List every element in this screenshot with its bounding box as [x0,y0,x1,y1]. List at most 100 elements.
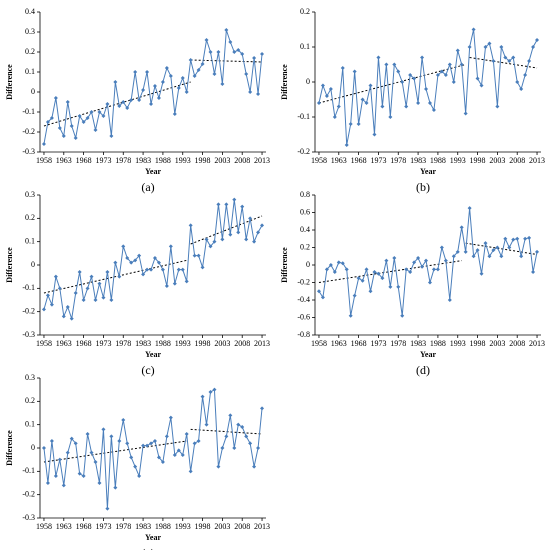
data-point [523,236,528,241]
trend-line [43,259,187,294]
panel: -0.3 -0.2 -0.1 0 0.1 0.2 0.3 1958 1963 1968 1973 19… [5,190,270,377]
data-point [61,314,66,319]
x-axis-title: Year [145,533,161,542]
y-tick-label: -0.3 [22,147,35,156]
y-tick-label: -0.2 [22,127,35,136]
y-tick-label: 0.2 [300,7,310,16]
data-point [212,72,217,76]
y-tick-label: -0.2 [22,489,35,498]
data-point [65,100,70,104]
x-tick-label: 1988 [155,339,171,348]
data-point [324,94,329,98]
data-point [152,256,157,260]
data-point [41,142,46,146]
data-point [396,69,401,74]
x-tick-label: 2003 [214,522,230,531]
y-tick-label: 0.1 [25,419,35,428]
x-tick-label: 2003 [214,156,230,165]
data-point [61,134,66,138]
data-line [43,199,263,319]
data-point [519,254,524,259]
x-tick-label: 2013 [254,156,270,165]
x-tick-label: 1983 [135,156,151,165]
x-tick-label: 2003 [214,339,230,348]
data-point [328,87,333,91]
data-point [376,55,381,60]
data-point [523,73,528,77]
data-point [172,453,177,457]
data-point [152,84,157,88]
caption: (b) [416,180,430,194]
y-tick-label: 0.3 [25,190,35,199]
data-point [208,390,213,394]
x-tick-label: 1993 [175,522,191,531]
data-point [232,50,237,54]
data-point [69,316,74,321]
data-point [431,267,436,272]
data-point [141,88,146,92]
data-point [256,446,261,450]
data-point [400,80,405,84]
data-point [133,258,138,263]
data-point [89,450,94,455]
data-point [212,239,217,244]
data-point [69,436,74,441]
data-point [93,128,98,132]
x-tick-label: 1968 [351,339,367,348]
data-point [439,69,444,74]
data-point [77,471,82,476]
data-point [41,446,46,450]
data-point [220,82,225,86]
data-point [535,249,540,254]
x-tick-label: 1988 [155,522,171,531]
data-point [515,236,520,241]
data-point [192,441,197,446]
data-point [61,483,66,488]
x-tick-label: 1973 [370,339,386,348]
data-point [200,265,205,270]
data-point [176,86,181,90]
data-point [336,104,341,109]
data-point [105,270,110,274]
data-point [141,272,146,277]
data-point [392,62,397,67]
x-tick-label: 2008 [509,156,525,165]
y-axis-title: Difference [5,64,14,100]
x-tick-label: 2013 [254,339,270,348]
x-tick-label: 1963 [56,339,72,348]
data-point [149,102,154,106]
data-point [105,506,110,511]
data-line [318,208,538,316]
data-point [360,97,365,102]
x-tick-label: 1978 [390,156,406,165]
trend-line [190,215,263,245]
x-tick-label: 1998 [195,156,211,165]
data-point [447,62,452,67]
x-tick-label: 1978 [390,339,406,348]
x-tick-label: 1983 [135,522,151,531]
x-tick-label: 1963 [56,522,72,531]
data-point [408,270,413,274]
data-point [228,40,233,44]
data-point [439,245,444,250]
data-point [503,236,508,241]
data-point [471,27,476,32]
data-point [109,298,114,302]
y-tick-label: 0 [31,87,35,96]
data-point [491,59,496,63]
data-point [412,76,417,81]
x-tick-label: 1998 [195,522,211,531]
data-point [252,464,257,469]
data-point [372,132,377,137]
data-point [192,74,197,78]
data-point [97,481,102,485]
data-point [400,313,405,318]
y-tick-label: 0.4 [300,225,310,234]
data-point [216,50,221,54]
data-point [240,52,245,56]
data-point [416,101,421,105]
x-tick-label: 1958 [311,339,327,348]
x-tick-label: 1978 [115,522,131,531]
data-point [396,284,401,289]
